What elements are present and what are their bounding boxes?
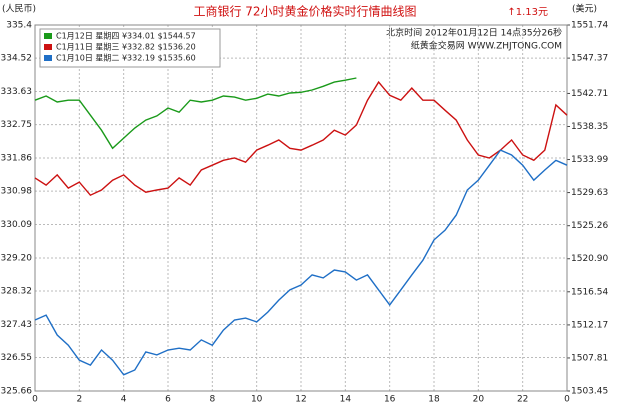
y-tick-label: 329.20 [1, 253, 33, 263]
y-tick-label: 330.98 [1, 187, 33, 197]
y-tick-label: 325.66 [1, 387, 33, 397]
x-tick-label: 16 [384, 395, 396, 405]
y2-tick-label: 1520.90 [571, 254, 608, 264]
timestamp: 北京时间 2012年01月12日 14点35分26秒 [386, 27, 562, 39]
x-tick-label: 18 [428, 395, 440, 405]
y2-tick-label: 1533.99 [571, 155, 608, 165]
legend-label: C1月10日 星期二 ¥332.19 $1535.60 [56, 54, 196, 63]
y2-label: (美元) [572, 3, 597, 15]
y-tick-label: 335.4 [6, 21, 32, 31]
x-tick-label: 2 [76, 395, 82, 405]
y-tick-label: 334.52 [1, 54, 33, 64]
y-tick-label: 333.63 [1, 87, 33, 97]
x-tick-label: 4 [121, 395, 127, 405]
x-tick-label: 14 [340, 395, 352, 405]
chart-title: 工商银行 72小时黄金价格实时行情曲线图 [193, 4, 416, 19]
legend-swatch [44, 44, 52, 50]
y-tick-label: 327.43 [1, 320, 33, 330]
y-tick-label: 326.55 [1, 353, 33, 363]
x-tick-label: 12 [295, 395, 306, 405]
x-tick-label: 10 [251, 395, 263, 405]
y2-tick-label: 1538.35 [571, 122, 608, 132]
y2-tick-label: 1503.45 [571, 387, 608, 397]
series-line [34, 77, 357, 150]
x-tick-label: 8 [209, 395, 215, 405]
x-tick-label: 0 [564, 395, 570, 405]
plot-frame [34, 24, 568, 392]
y2-tick-label: 1507.81 [571, 353, 608, 363]
y2-tick-label: 1525.26 [571, 221, 608, 231]
y2-tick-label: 1512.17 [571, 320, 608, 330]
y-tick-label: 330.09 [1, 220, 33, 230]
y-tick-label: 328.32 [1, 287, 33, 297]
series-line [34, 149, 568, 376]
y2-tick-label: 1551.74 [571, 21, 608, 31]
y2-tick-label: 1516.54 [571, 287, 608, 297]
y-label: (人民币) [2, 4, 36, 15]
x-tick-label: 0 [32, 395, 38, 405]
x-tick-label: 22 [517, 395, 528, 405]
y-tick-label: 332.75 [1, 120, 33, 130]
legend-swatch [44, 33, 52, 39]
x-tick-label: 6 [165, 395, 171, 405]
change: ↑1.13元 [507, 7, 548, 18]
y2-tick-label: 1542.71 [571, 89, 608, 99]
source: 纸黄金交易网 WWW.ZHJTONG.COM [411, 40, 562, 52]
x-tick-label: 20 [473, 395, 485, 405]
series-line [34, 80, 568, 197]
y2-tick-label: 1529.63 [571, 188, 608, 198]
y-tick-label: 331.86 [1, 154, 33, 164]
legend-box [39, 28, 221, 68]
legend-swatch [44, 55, 52, 61]
legend-label: C1月11日 星期三 ¥332.82 $1536.20 [56, 43, 196, 52]
legend-label: C1月12日 星期四 ¥334.01 $1544.57 [56, 32, 196, 41]
y2-tick-label: 1547.37 [571, 54, 608, 64]
